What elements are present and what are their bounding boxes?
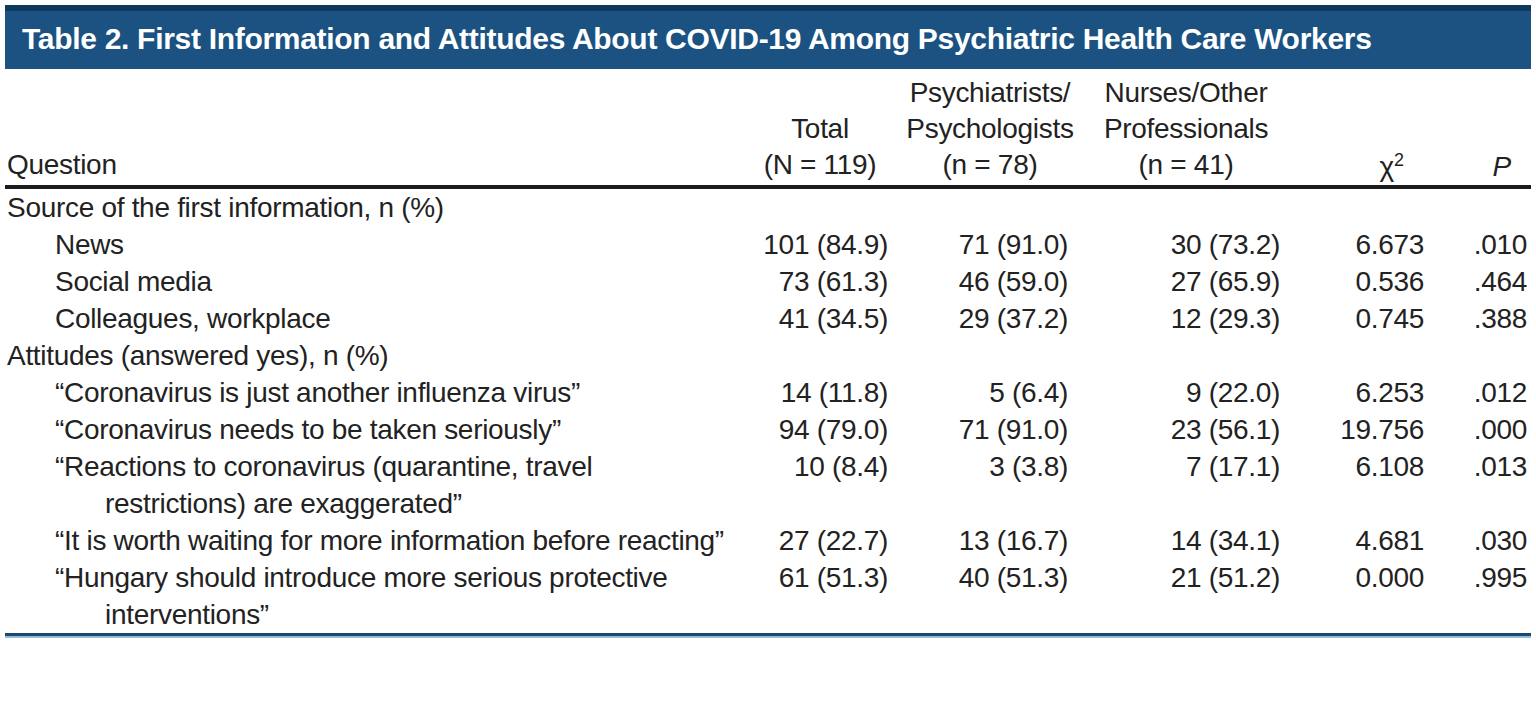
question-cell: “Coronavirus needs to be taken seriously… [5, 411, 740, 448]
p-value-cell: .030 [1432, 522, 1531, 559]
psychiatrists-cell: 29 (37.2) [900, 300, 1080, 337]
total-cell: 73 (61.3) [740, 263, 900, 300]
psychiatrists-cell: 71 (91.0) [900, 411, 1080, 448]
table-row: “Coronavirus is just another influenza v… [5, 374, 1531, 411]
question-cell: News [5, 226, 740, 263]
p-value-cell: .012 [1432, 374, 1531, 411]
table2: Question Total (N = 119) Psychiatrists/ … [5, 69, 1531, 633]
p-value-cell: .464 [1432, 263, 1531, 300]
table-title: Table 2. First Information and Attitudes… [22, 22, 1372, 55]
bottom-rule [5, 633, 1531, 638]
chi-square-cell: 6.673 [1292, 226, 1432, 263]
question-cell: Social media [5, 263, 740, 300]
column-header-question-label: Question [7, 147, 740, 183]
chi-square-cell: 0.536 [1292, 263, 1432, 300]
chi-square-cell: 6.253 [1292, 374, 1432, 411]
psychiatrists-cell: 40 (51.3) [900, 559, 1080, 633]
column-header-p-value: P [1432, 69, 1531, 187]
p-value-cell: .000 [1432, 411, 1531, 448]
total-cell: 27 (22.7) [740, 522, 900, 559]
p-value-cell: .995 [1432, 559, 1531, 633]
psychiatrists-cell: 46 (59.0) [900, 263, 1080, 300]
nurses-cell: 7 (17.1) [1080, 448, 1292, 522]
column-header-psychiatrists: Psychiatrists/ Psychologists (n = 78) [900, 69, 1080, 187]
chi-square-cell: 0.745 [1292, 300, 1432, 337]
psychiatrists-cell: 71 (91.0) [900, 226, 1080, 263]
chi-square-cell: 19.756 [1292, 411, 1432, 448]
table-row: Social media 73 (61.3) 46 (59.0) 27 (65.… [5, 263, 1531, 300]
table-row: “Coronavirus needs to be taken seriously… [5, 411, 1531, 448]
table-title-banner: Table 2. First Information and Attitudes… [5, 5, 1531, 69]
chi-square-cell: 0.000 [1292, 559, 1432, 633]
total-cell: 94 (79.0) [740, 411, 900, 448]
nurses-cell: 9 (22.0) [1080, 374, 1292, 411]
chi-square-cell: 4.681 [1292, 522, 1432, 559]
nurses-cell: 23 (56.1) [1080, 411, 1292, 448]
total-cell: 61 (51.3) [740, 559, 900, 633]
total-cell: 14 (11.8) [740, 374, 900, 411]
column-header-nurses: Nurses/Other Professionals (n = 41) [1080, 69, 1292, 187]
table-row: “Reactions to coronavirus (quarantine, t… [5, 448, 1531, 522]
column-header-chi-square: χ2 [1292, 69, 1432, 187]
total-cell: 10 (8.4) [740, 448, 900, 522]
p-value-cell: .010 [1432, 226, 1531, 263]
nurses-cell: 21 (51.2) [1080, 559, 1292, 633]
p-value-cell: .013 [1432, 448, 1531, 522]
table-row: “Hungary should introduce more serious p… [5, 559, 1531, 633]
psychiatrists-cell: 5 (6.4) [900, 374, 1080, 411]
question-cell: “Reactions to coronavirus (quarantine, t… [5, 448, 740, 522]
table-row: News 101 (84.9) 71 (91.0) 30 (73.2) 6.67… [5, 226, 1531, 263]
section-row: Attitudes (answered yes), n (%) [5, 337, 1531, 374]
p-value-cell: .388 [1432, 300, 1531, 337]
section-row: Source of the first information, n (%) [5, 187, 1531, 226]
nurses-cell: 14 (34.1) [1080, 522, 1292, 559]
table-row: Colleagues, workplace 41 (34.5) 29 (37.2… [5, 300, 1531, 337]
chi-square-cell: 6.108 [1292, 448, 1432, 522]
total-cell: 101 (84.9) [740, 226, 900, 263]
nurses-cell: 30 (73.2) [1080, 226, 1292, 263]
psychiatrists-cell: 13 (16.7) [900, 522, 1080, 559]
nurses-cell: 27 (65.9) [1080, 263, 1292, 300]
table-row: “It is worth waiting for more informatio… [5, 522, 1531, 559]
question-cell: “Hungary should introduce more serious p… [5, 559, 740, 633]
question-cell: “It is worth waiting for more informatio… [5, 522, 740, 559]
question-cell: Colleagues, workplace [5, 300, 740, 337]
page: Table 2. First Information and Attitudes… [0, 0, 1536, 638]
question-cell: “Coronavirus is just another influenza v… [5, 374, 740, 411]
total-cell: 41 (34.5) [740, 300, 900, 337]
section-label: Attitudes (answered yes), n (%) [5, 337, 1531, 374]
header-row: Question Total (N = 119) Psychiatrists/ … [5, 69, 1531, 187]
nurses-cell: 12 (29.3) [1080, 300, 1292, 337]
column-header-question: Question [5, 69, 740, 187]
column-header-total: Total (N = 119) [740, 69, 900, 187]
psychiatrists-cell: 3 (3.8) [900, 448, 1080, 522]
section-label: Source of the first information, n (%) [5, 187, 1531, 226]
